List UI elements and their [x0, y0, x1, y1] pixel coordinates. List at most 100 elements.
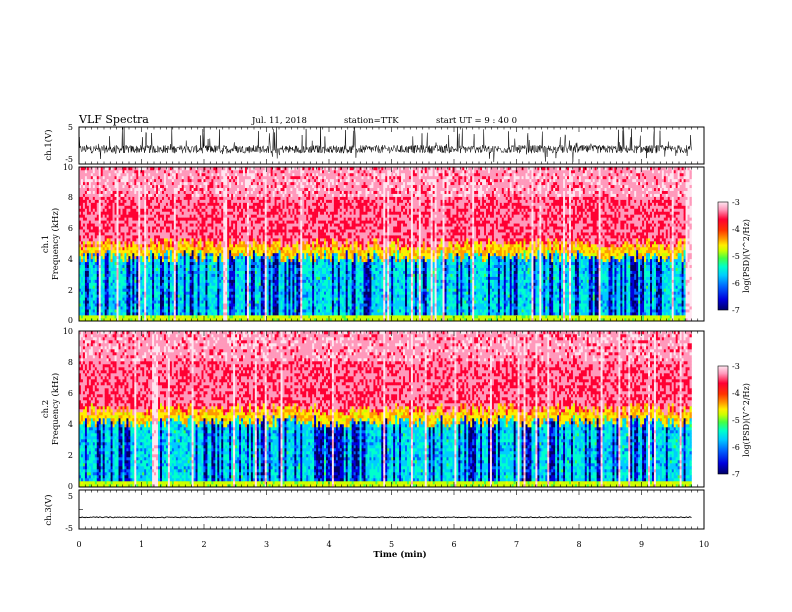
ch1-spectrogram-cell	[83, 203, 85, 206]
ch1-spectrogram-cell	[120, 253, 122, 256]
ch1-spectrogram-cell	[225, 238, 227, 241]
ch1-spectrogram-cell	[229, 312, 231, 315]
ch1-spectrogram-cell	[223, 206, 225, 209]
ch1-spectrogram-cell	[142, 173, 144, 176]
ch1-spectrogram-cell	[207, 303, 209, 306]
ch1-spectrogram-cell	[198, 214, 200, 217]
ch1-spectrogram-cell	[215, 277, 217, 280]
ch1-spectrogram-cell	[150, 274, 152, 277]
ch1-spectrogram-cell	[95, 197, 97, 200]
ch1-spectrogram-cell	[103, 294, 105, 297]
ch1-spectrogram-cell	[207, 291, 209, 294]
ch1-spectrogram-cell	[83, 315, 85, 318]
ch1-spectrogram-cell	[130, 211, 132, 214]
ch1-spectrogram-cell	[231, 256, 233, 259]
ch1-spectrogram-cell	[170, 203, 172, 206]
ch1-spectrogram-cell	[95, 173, 97, 176]
ch1-spectrogram-cell	[233, 303, 235, 306]
ch1-spectrogram-cell	[223, 182, 225, 185]
ch1-spectrogram-cell	[120, 250, 122, 253]
ch1-spectrogram-cell	[233, 297, 235, 300]
ch1-spectrogram-cell	[119, 300, 121, 303]
ch1-spectrogram-cell	[95, 179, 97, 182]
ch1-spectrogram-cell	[186, 185, 188, 188]
ch1-spectrogram-cell	[188, 235, 190, 238]
ch1-spectrogram-cell	[142, 256, 144, 259]
ch1-spectrogram-cell	[170, 229, 172, 232]
ch1-spectrogram-cell	[122, 271, 124, 274]
ch1-spectrogram-cell	[200, 277, 202, 280]
ch1-spectrogram-cell	[176, 229, 178, 232]
ch1-spectrogram-cell	[140, 173, 142, 176]
ch1-spectrogram-cell	[111, 297, 113, 300]
ch1-spectrogram-cell	[211, 191, 213, 194]
ch1-spectrogram-cell	[85, 200, 87, 203]
ch1-spectrogram-cell	[85, 265, 87, 268]
ch1-spectrogram-cell	[170, 170, 172, 173]
ch1-spectrogram-cell	[168, 214, 170, 217]
ch1-spectrogram-cell	[154, 277, 156, 280]
ch1-spectrogram-cell	[99, 315, 101, 318]
ch1-spectrogram-cell	[168, 268, 170, 271]
ch1-spectrogram-cell	[209, 191, 211, 194]
ch1-spectrogram-cell	[119, 217, 121, 220]
ch1-spectrogram-cell	[166, 259, 168, 262]
ch1-spectrogram-cell	[184, 244, 186, 247]
ch1-spectrogram-cell	[223, 315, 225, 318]
ch1-spectrogram-cell	[91, 206, 93, 209]
ch1-spectrogram-cell	[207, 232, 209, 235]
ch1-spectrogram-cell	[93, 247, 95, 250]
ch1-spectrogram-cell	[83, 214, 85, 217]
ch1-spectrogram-cell	[205, 291, 207, 294]
ch1-spectrogram-cell	[166, 211, 168, 214]
ch1-spectrogram-cell	[152, 179, 154, 182]
ch1-spectrogram-cell	[111, 283, 113, 286]
ch1-spectrogram-cell	[196, 206, 198, 209]
ch1-spectrogram-cell	[115, 229, 117, 232]
ch1-spectrogram-cell	[172, 203, 174, 206]
ch1-spectrogram-cell	[93, 217, 95, 220]
ch1-spectrogram-cell	[132, 194, 134, 197]
ch1-spectrogram-cell	[103, 191, 105, 194]
ch1-spectrogram-cell	[83, 297, 85, 300]
ch1-spectrogram-cell	[237, 297, 239, 300]
ch1-spectrogram-cell	[144, 283, 146, 286]
ch1-spectrogram-cell	[152, 173, 154, 176]
ch1-spectrogram-cell	[99, 235, 101, 238]
ch1-spectrogram-cell	[117, 229, 119, 232]
ch1-spectrogram-cell	[103, 173, 105, 176]
ch1-spectrogram-cell	[217, 306, 219, 309]
ch1-spectrogram-cell	[103, 182, 105, 185]
ch1-spectrogram-cell	[180, 309, 182, 312]
ch1-spectrogram-cell	[93, 277, 95, 280]
ch1-spectrogram-cell	[97, 241, 99, 244]
ch1-spectrogram-cell	[168, 206, 170, 209]
ch1-spectrogram-cell	[142, 206, 144, 209]
ch1-spectrogram-cell	[107, 280, 109, 283]
ch1-spectrogram-cell	[223, 300, 225, 303]
ch1-spectrogram-cell	[158, 173, 160, 176]
ch1-spectrogram-cell	[99, 262, 101, 265]
ch1-spectrogram-cell	[219, 297, 221, 300]
ch1-spectrogram-cell	[150, 226, 152, 229]
ch1-spectrogram-cell	[221, 208, 223, 211]
ch1-spectrogram-cell	[144, 280, 146, 283]
ch1-spectrogram-cell	[217, 241, 219, 244]
ch1-spectrogram-cell	[144, 191, 146, 194]
ch1-spectrogram-cell	[89, 238, 91, 241]
ch1-spectrogram-cell	[225, 170, 227, 173]
ch1-spectrogram-cell	[225, 247, 227, 250]
ch1-spectrogram-cell	[97, 211, 99, 214]
ch1-spectrogram-cell	[168, 208, 170, 211]
ch1-spectrogram-cell	[211, 262, 213, 265]
ch1-spectrogram-cell	[192, 294, 194, 297]
ch1-spectrogram-cell	[209, 203, 211, 206]
ch1-spectrogram-cell	[122, 235, 124, 238]
ch1-spectrogram-cell	[146, 170, 148, 173]
ch1-spectrogram-cell	[182, 303, 184, 306]
ch1-spectrogram-cell	[213, 271, 215, 274]
ch1-spectrogram-cell	[152, 256, 154, 259]
ch1-spectrogram-cell	[198, 259, 200, 262]
ch1-spectrogram-cell	[117, 220, 119, 223]
ch1-spectrogram-cell	[168, 191, 170, 194]
